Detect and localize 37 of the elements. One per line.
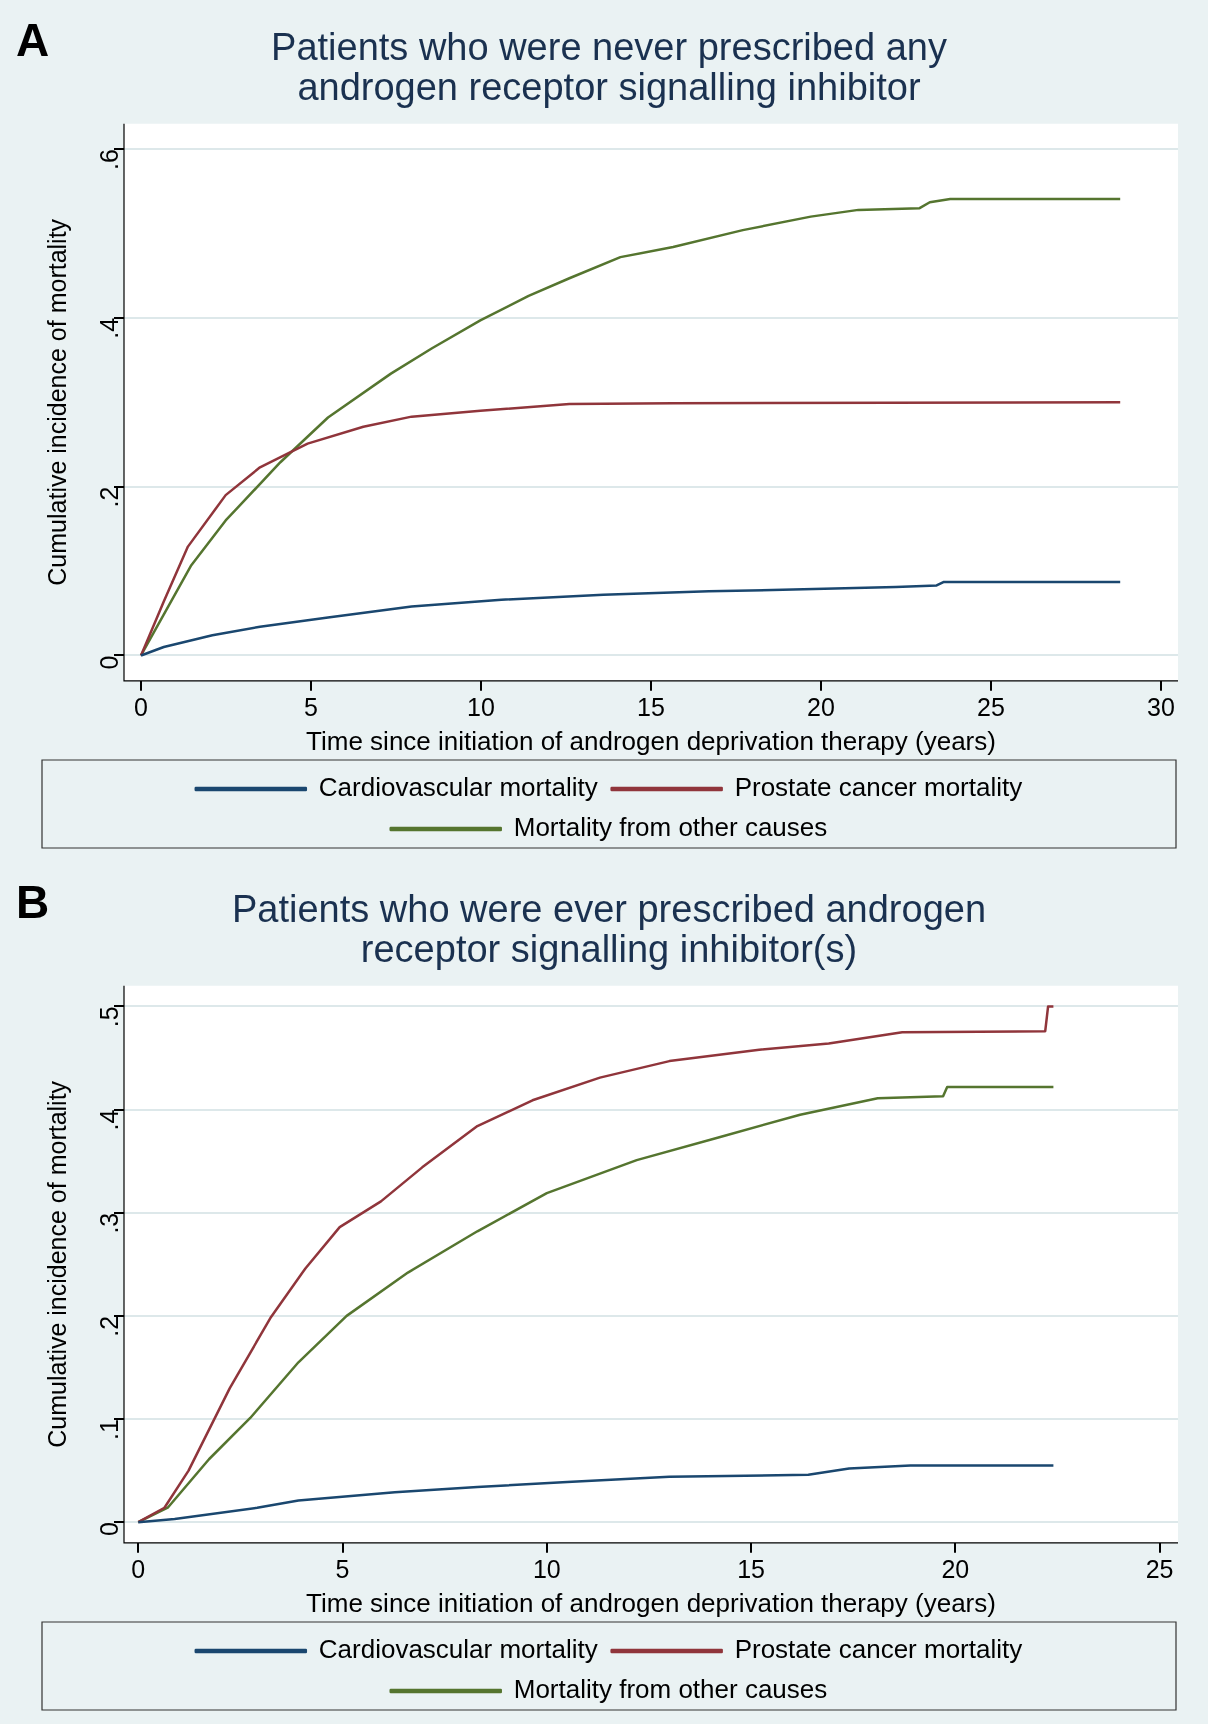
y-tick-label: .2 (94, 1315, 123, 1337)
x-tick-label: 0 (131, 1554, 146, 1583)
x-tick-label: 5 (335, 1554, 350, 1583)
y-tick-label: .2 (94, 486, 123, 508)
y-tick-label: .1 (94, 1419, 123, 1440)
y-tick-label: .4 (94, 1109, 123, 1131)
x-tick-label: 10 (532, 1554, 561, 1583)
x-tick-label: 5 (304, 692, 318, 721)
y-tick-label: .6 (94, 149, 123, 170)
text: A (16, 13, 50, 66)
legend-label: Prostate cancer mortality (734, 1634, 1023, 1665)
x-tick-label: 25 (977, 692, 1005, 721)
chart-title: Patients who were ever prescribed androgen receptor signalling inhibitor(s) (231, 888, 987, 971)
x-axis-title: Time since initiation of androgen deprivation therapy (years) (306, 725, 996, 756)
x-axis-title: Time since initiation of androgen deprivation therapy (years) (306, 1587, 996, 1618)
legend-label: Mortality from other causes (513, 1674, 828, 1705)
chart-title: Patients who were never prescribed any androgen receptor signalling inhibitor (271, 26, 947, 109)
x-tick-label: 20 (807, 692, 835, 721)
x-tick-label: 15 (737, 1554, 765, 1583)
y-tick-label: 0 (94, 655, 123, 670)
x-tick-label: 25 (1145, 1554, 1174, 1583)
y-axis-title: Cumulative incidence of mortality (42, 218, 71, 586)
y-tick-label: 0 (94, 1522, 123, 1537)
y-tick-label: .5 (94, 1006, 123, 1028)
x-tick-label: 30 (1147, 692, 1175, 721)
y-tick-label: .4 (94, 317, 123, 339)
legend-label: Cardiovascular mortality (318, 1634, 598, 1665)
x-tick-label: 20 (941, 1554, 970, 1583)
x-tick-label: 10 (467, 692, 495, 721)
x-tick-label: 15 (637, 692, 665, 721)
legend-label: Mortality from other causes (513, 812, 828, 843)
y-tick-label: .3 (94, 1212, 123, 1234)
legend-label: Cardiovascular mortality (318, 772, 598, 803)
y-axis-title: Cumulative incidence of mortality (42, 1080, 71, 1448)
x-tick-label: 0 (134, 692, 148, 721)
legend-label: Prostate cancer mortality (734, 772, 1023, 803)
text: B (16, 875, 50, 928)
